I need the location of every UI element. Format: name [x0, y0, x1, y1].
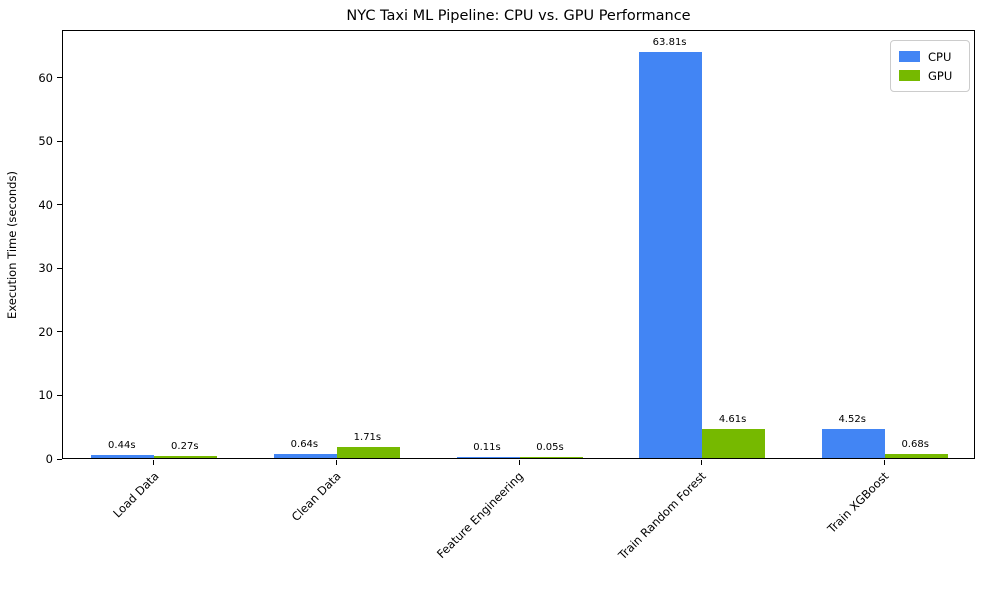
- bar-value-label: 1.71s: [353, 432, 382, 444]
- x-tick-mark: [153, 460, 155, 465]
- x-tick-label: Train XGBoost: [824, 469, 892, 536]
- x-tick-label: Feature Engineering: [434, 469, 527, 562]
- y-tick-label: 10: [38, 388, 53, 403]
- plot-area: [62, 30, 975, 459]
- bar-cpu-load-data: [91, 455, 155, 458]
- bar-value-label: 0.64s: [290, 438, 319, 450]
- y-tick-mark: [57, 331, 62, 333]
- bar-cpu-train-random-forest: [639, 52, 703, 458]
- legend-label-gpu: GPU: [928, 68, 953, 83]
- y-tick-mark: [57, 77, 62, 79]
- bar-cpu-train-xgboost: [821, 429, 885, 458]
- bar-gpu-train-xgboost: [884, 453, 948, 458]
- x-tick-mark: [518, 460, 520, 465]
- bar-value-label: 0.68s: [901, 438, 929, 450]
- y-tick-mark: [57, 204, 62, 206]
- bar-value-label: 4.52s: [838, 414, 866, 426]
- y-tick-label: 60: [38, 70, 53, 85]
- x-tick-mark: [883, 460, 885, 465]
- bar-cpu-feature-engineering: [456, 457, 520, 458]
- legend-item-cpu: CPU: [899, 47, 961, 66]
- gpu-swatch-icon: [899, 70, 920, 81]
- y-axis-label: Execution Time (seconds): [5, 171, 19, 319]
- bar-value-label: 0.11s: [473, 442, 501, 453]
- bar-value-label: 0.44s: [108, 440, 136, 452]
- y-tick-label: 30: [38, 261, 53, 276]
- bar-cpu-clean-data: [273, 453, 337, 458]
- x-tick-label: Train Random Forest: [615, 469, 710, 563]
- y-tick-mark: [57, 140, 62, 142]
- x-tick-label: Load Data: [109, 469, 162, 521]
- chart-title: NYC Taxi ML Pipeline: CPU vs. GPU Perfor…: [346, 8, 691, 24]
- legend-label-cpu: CPU: [928, 49, 952, 64]
- y-tick-mark: [57, 394, 62, 396]
- bar-value-label: 63.81s: [652, 37, 687, 49]
- bar-gpu-load-data: [154, 456, 218, 458]
- bar-value-label: 4.61s: [718, 413, 747, 425]
- x-tick-mark: [335, 460, 337, 465]
- cpu-swatch-icon: [899, 51, 920, 62]
- y-tick-label: 0: [45, 452, 53, 466]
- bar-gpu-train-random-forest: [702, 428, 766, 458]
- legend: CPU GPU: [890, 40, 970, 92]
- x-tick-mark: [701, 460, 703, 465]
- y-tick-label: 20: [38, 324, 53, 339]
- legend-item-gpu: GPU: [899, 66, 961, 85]
- x-tick-label: Clean Data: [288, 469, 344, 524]
- bar-gpu-clean-data: [336, 447, 400, 458]
- bar-value-label: 0.27s: [171, 441, 199, 453]
- y-tick-label: 50: [38, 134, 53, 149]
- bar-value-label: 0.05s: [536, 442, 564, 453]
- y-tick-mark: [57, 458, 62, 460]
- bar-gpu-feature-engineering: [519, 457, 583, 458]
- y-tick-label: 40: [38, 197, 53, 212]
- y-tick-mark: [57, 267, 62, 269]
